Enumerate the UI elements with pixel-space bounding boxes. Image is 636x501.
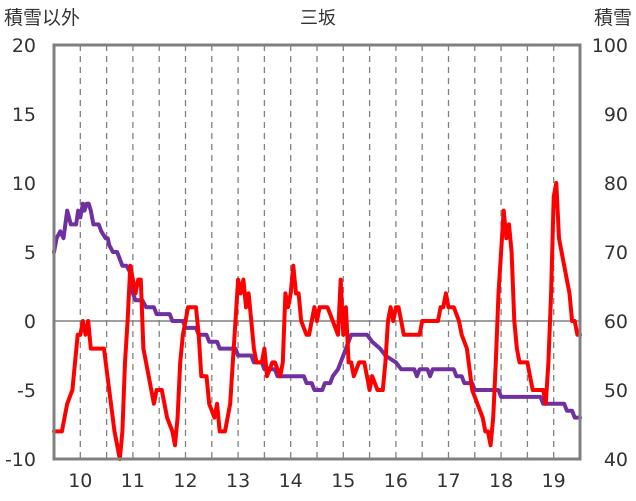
x-tick-label: 16: [384, 470, 408, 492]
x-tick-label: 17: [436, 470, 460, 492]
snow-depth-line: [52, 201, 582, 420]
right-axis-label: 積雪: [594, 7, 632, 29]
left-tick-label: -5: [17, 380, 36, 402]
left-tick-labels: -10 -5 0 5 10 15 20: [5, 35, 36, 471]
left-tick-label: 15: [12, 104, 36, 126]
right-tick-labels: 40 50 60 70 80 90 100: [592, 35, 628, 471]
right-tick-label: 70: [604, 242, 628, 264]
x-tick-label: 11: [121, 470, 145, 492]
chart-title: 三坂: [300, 8, 336, 29]
x-tick-label: 19: [542, 470, 566, 492]
right-tick-label: 40: [604, 449, 628, 471]
left-tick-label: 20: [12, 35, 36, 57]
series-layer: [52, 181, 582, 461]
x-tick-label: 12: [173, 470, 197, 492]
left-tick-label: -10: [5, 449, 36, 471]
x-tick-label: 15: [331, 470, 355, 492]
plot-frame: [52, 43, 582, 461]
right-tick-label: 60: [604, 311, 628, 333]
x-tick-label: 13: [226, 470, 250, 492]
right-tick-label: 90: [604, 104, 628, 126]
right-tick-label: 80: [604, 173, 628, 195]
x-tick-label: 14: [279, 470, 303, 492]
x-tick-label: 18: [489, 470, 513, 492]
left-tick-label: 0: [24, 311, 36, 333]
temperature-line: [52, 181, 582, 461]
x-tick-labels: 10 11 12 13 14 15 16 17 18 19: [68, 470, 566, 492]
left-tick-label: 5: [24, 242, 36, 264]
right-tick-label: 100: [592, 35, 628, 57]
left-tick-label: 10: [12, 173, 36, 195]
x-tick-label: 10: [68, 470, 92, 492]
right-tick-label: 50: [604, 380, 628, 402]
left-axis-label: 積雪以外: [4, 7, 80, 29]
